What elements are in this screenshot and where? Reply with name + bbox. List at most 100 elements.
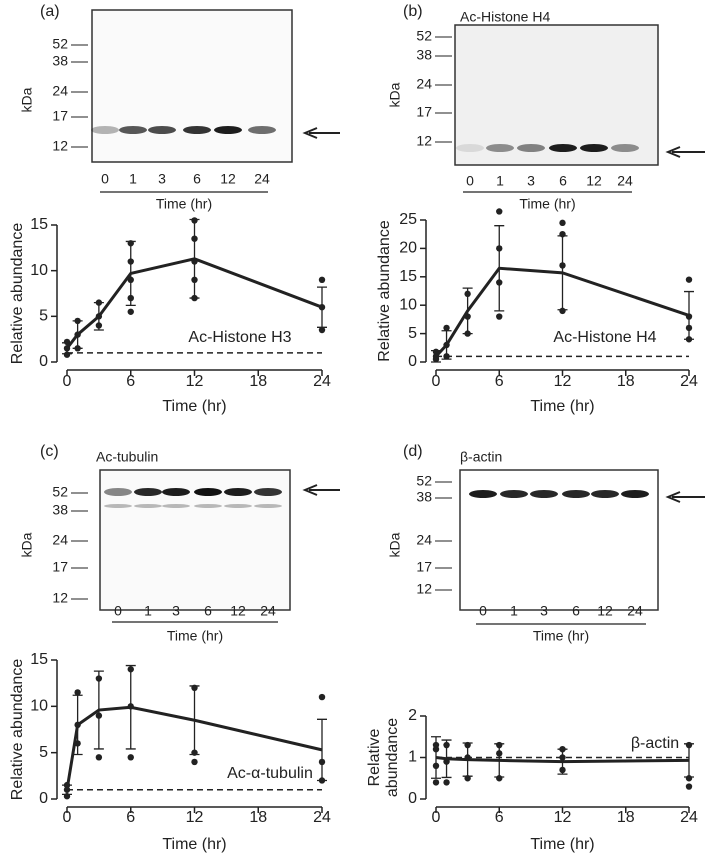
y-axis-label: abundance bbox=[384, 718, 401, 797]
lane-axis-label: Time (hr) bbox=[533, 628, 589, 644]
x-tick-label: 18 bbox=[617, 373, 635, 390]
annotation: Ac-α-tubulin bbox=[227, 765, 313, 782]
mean-line bbox=[434, 266, 690, 358]
data-point bbox=[443, 324, 450, 332]
y-tick-label: 2 bbox=[408, 707, 417, 724]
data-point bbox=[432, 779, 440, 786]
band bbox=[530, 490, 558, 498]
blot-image bbox=[91, 9, 293, 163]
lane-label: 24 bbox=[254, 171, 270, 187]
band bbox=[456, 144, 484, 152]
arrow bbox=[665, 146, 705, 158]
panel-label: (c) bbox=[40, 443, 59, 460]
y-tick-label: 10 bbox=[30, 698, 48, 715]
arrow bbox=[665, 491, 705, 503]
data-point bbox=[127, 308, 134, 315]
annotation: Ac-Histone H3 bbox=[188, 329, 291, 346]
data-point bbox=[318, 276, 326, 283]
x-axis-label: Time (hr) bbox=[530, 398, 594, 415]
x-tick-label: 24 bbox=[680, 373, 698, 390]
band bbox=[104, 488, 132, 496]
y-tick-label: 15 bbox=[30, 216, 48, 233]
marker-label: 52 bbox=[416, 28, 432, 44]
lane-label: 12 bbox=[586, 173, 602, 189]
band bbox=[486, 144, 514, 152]
data-point bbox=[559, 219, 566, 227]
band bbox=[134, 488, 162, 496]
y-tick-label: 15 bbox=[399, 268, 417, 285]
kda-label: kDa bbox=[19, 532, 35, 557]
band bbox=[162, 488, 190, 496]
lane-label: 24 bbox=[627, 603, 643, 619]
panel-label: (a) bbox=[40, 3, 60, 20]
blot-title: β-actin bbox=[460, 449, 502, 465]
annotation: β-actin bbox=[631, 735, 679, 752]
data-point bbox=[685, 276, 693, 283]
mean-line bbox=[65, 257, 323, 350]
lane-label: 12 bbox=[220, 171, 236, 187]
lane-label: 1 bbox=[510, 603, 518, 619]
y-tick-label: 25 bbox=[399, 211, 417, 228]
x-axis-label: Time (hr) bbox=[530, 836, 594, 853]
x-tick-label: 0 bbox=[432, 809, 441, 826]
marker-label: 24 bbox=[52, 83, 68, 99]
lane-label: 1 bbox=[129, 171, 137, 187]
y-tick-label: 5 bbox=[39, 744, 48, 761]
band bbox=[517, 144, 545, 152]
marker-label: 17 bbox=[52, 559, 68, 575]
band bbox=[580, 144, 608, 152]
x-tick-label: 12 bbox=[186, 809, 204, 826]
x-tick-label: 0 bbox=[432, 373, 441, 390]
y-axis-label: Relative abundance bbox=[376, 220, 393, 362]
data-point bbox=[95, 754, 103, 761]
lane-label: 6 bbox=[204, 603, 212, 619]
x-tick-label: 18 bbox=[249, 373, 267, 390]
x-tick-label: 6 bbox=[126, 809, 135, 826]
marker-label: 12 bbox=[416, 133, 432, 149]
marker-label: 38 bbox=[52, 502, 68, 518]
arrow bbox=[302, 484, 340, 496]
lane-label: 6 bbox=[572, 603, 580, 619]
x-tick-label: 12 bbox=[186, 373, 204, 390]
band bbox=[254, 488, 282, 496]
lane-label: 6 bbox=[193, 171, 201, 187]
lane-label: 3 bbox=[527, 173, 535, 189]
band bbox=[119, 126, 147, 134]
marker-label: 24 bbox=[52, 532, 68, 548]
y-axis-label: Relative bbox=[366, 729, 383, 787]
lane-label: 24 bbox=[260, 603, 276, 619]
y-tick-label: 10 bbox=[399, 296, 417, 313]
x-tick-label: 6 bbox=[495, 373, 504, 390]
marker-label: 12 bbox=[52, 138, 68, 154]
arrow bbox=[302, 127, 340, 139]
band bbox=[562, 490, 590, 498]
marker-label: 17 bbox=[416, 104, 432, 120]
band bbox=[621, 490, 649, 498]
band bbox=[194, 488, 222, 496]
lane-label: 0 bbox=[466, 173, 474, 189]
blot-title: Ac-Histone H4 bbox=[460, 9, 550, 25]
lane-label: 6 bbox=[559, 173, 567, 189]
marker-label: 17 bbox=[52, 108, 68, 124]
y-tick-label: 5 bbox=[408, 325, 417, 342]
band bbox=[611, 144, 639, 152]
data-point bbox=[318, 693, 326, 701]
marker-label: 24 bbox=[416, 76, 432, 92]
lane-axis-label: Time (hr) bbox=[167, 628, 223, 644]
data-point bbox=[63, 338, 71, 346]
band bbox=[194, 504, 222, 508]
lane-label: 0 bbox=[114, 603, 122, 619]
y-tick-label: 5 bbox=[39, 308, 48, 325]
annotation: Ac-Histone H4 bbox=[553, 329, 656, 346]
x-tick-label: 24 bbox=[313, 373, 331, 390]
x-axis-label: Time (hr) bbox=[162, 398, 226, 415]
mean-line bbox=[435, 756, 690, 764]
x-tick-label: 24 bbox=[680, 809, 698, 826]
marker-label: 38 bbox=[416, 489, 432, 505]
y-tick-label: 10 bbox=[30, 262, 48, 279]
band bbox=[591, 490, 619, 498]
data-point bbox=[63, 351, 71, 358]
x-tick-label: 12 bbox=[554, 373, 572, 390]
lane-label: 24 bbox=[617, 173, 633, 189]
band bbox=[224, 488, 252, 496]
